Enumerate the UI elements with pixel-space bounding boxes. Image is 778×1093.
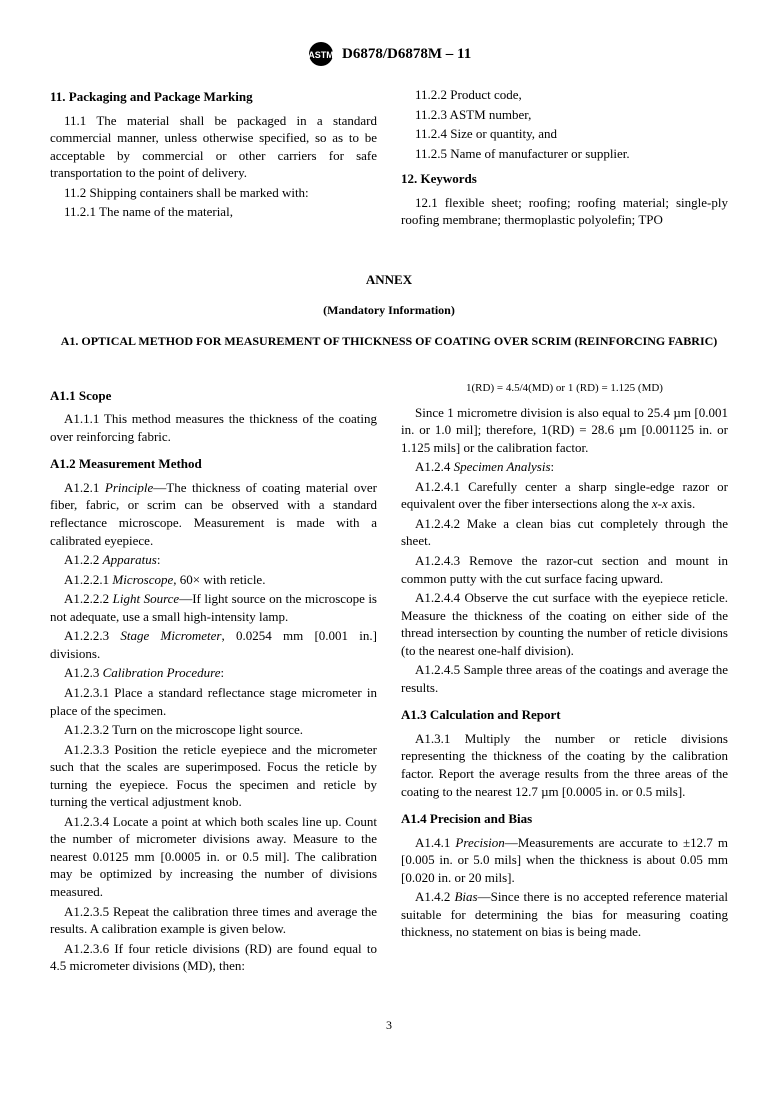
txt: A1.2.2.3 — [64, 628, 120, 643]
p11-2-5: 11.2.5 Name of manufacturer or supplier. — [401, 145, 728, 163]
a1-3-1: A1.3.1 Multiply the number or reticle di… — [401, 730, 728, 800]
a1-2-3: A1.2.3 Calibration Procedure: — [50, 664, 377, 682]
txt: , 60× with reticle. — [173, 572, 265, 587]
a1-2-2: A1.2.2 Apparatus: — [50, 551, 377, 569]
txt: A1.4.1 — [415, 835, 455, 850]
p12-1: 12.1 flexible sheet; roofing; roofing ma… — [401, 194, 728, 229]
annex-a1-title: A1. OPTICAL METHOD FOR MEASUREMENT OF TH… — [50, 333, 728, 349]
txt: A1.2.2 — [64, 552, 103, 567]
a1-3-title: A1.3 Calculation and Report — [401, 706, 728, 724]
page-number: 3 — [50, 1017, 728, 1033]
a1-2-4-3: A1.2.4.3 Remove the razor-cut section an… — [401, 552, 728, 587]
p11-2-3: 11.2.3 ASTM number, — [401, 106, 728, 124]
astm-logo: ASTM — [307, 40, 335, 68]
a1-1-1: A1.1.1 This method measures the thicknes… — [50, 410, 377, 445]
a1-2-3-1: A1.2.3.1 Place a standard reflectance st… — [50, 684, 377, 719]
txt: : — [551, 459, 555, 474]
it: Light Source — [113, 591, 180, 606]
it: Specimen Analysis — [454, 459, 551, 474]
it: Microscope — [112, 572, 173, 587]
a1-2-4-2: A1.2.4.2 Make a clean bias cut completel… — [401, 515, 728, 550]
a1-2-3-5: A1.2.3.5 Repeat the calibration three ti… — [50, 903, 377, 938]
a1-4-2: A1.4.2 Bias—Since there is no accepted r… — [401, 888, 728, 941]
sec12-title: 12. Keywords — [401, 170, 728, 188]
a1-4-1: A1.4.1 Precision—Measurements are accura… — [401, 834, 728, 887]
it: Calibration Procedure — [103, 665, 221, 680]
txt: axis. — [668, 496, 695, 511]
annex-subtitle: (Mandatory Information) — [50, 302, 728, 318]
a1-2-2-2: A1.2.2.2 Light Source—If light source on… — [50, 590, 377, 625]
top-columns: 11. Packaging and Package Marking 11.1 T… — [50, 86, 728, 231]
p11-2-1: 11.2.1 The name of the material, — [50, 203, 377, 221]
annex-left-col: A1.1 Scope A1.1.1 This method measures t… — [50, 377, 377, 977]
txt: A1.2.4 — [415, 459, 454, 474]
it: Bias — [454, 889, 477, 904]
annex-right-col: 1(RD) = 4.5/4(MD) or 1 (RD) = 1.125 (MD)… — [401, 377, 728, 977]
top-right-col: 11.2.2 Product code, 11.2.3 ASTM number,… — [401, 86, 728, 231]
doc-id: D6878/D6878M – 11 — [342, 44, 471, 64]
it: Apparatus — [103, 552, 157, 567]
annex-columns: A1.1 Scope A1.1.1 This method measures t… — [50, 377, 728, 977]
a1-2-3-6: A1.2.3.6 If four reticle divisions (RD) … — [50, 940, 377, 975]
txt: A1.2.3 — [64, 665, 103, 680]
a1-2-4-4: A1.2.4.4 Observe the cut surface with th… — [401, 589, 728, 659]
a1-2-2-1: A1.2.2.1 Microscope, 60× with reticle. — [50, 571, 377, 589]
p11-2: 11.2 Shipping containers shall be marked… — [50, 184, 377, 202]
it: Precision — [455, 835, 504, 850]
p11-2-4: 11.2.4 Size or quantity, and — [401, 125, 728, 143]
a1-2-title: A1.2 Measurement Method — [50, 455, 377, 473]
svg-text:ASTM: ASTM — [308, 50, 334, 60]
a1-4-title: A1.4 Precision and Bias — [401, 810, 728, 828]
txt: A1.2.1 — [64, 480, 105, 495]
txt: : — [157, 552, 161, 567]
it: x-x — [652, 496, 668, 511]
annex-title: ANNEX — [50, 271, 728, 289]
it: Principle — [105, 480, 153, 495]
a1-2-3-2: A1.2.3.2 Turn on the microscope light so… — [50, 721, 377, 739]
top-left-col: 11. Packaging and Package Marking 11.1 T… — [50, 86, 377, 231]
a1-1-title: A1.1 Scope — [50, 387, 377, 405]
a1-2-cal: Since 1 micrometre division is also equa… — [401, 404, 728, 457]
txt: A1.2.2.1 — [64, 572, 112, 587]
a1-2-4-1: A1.2.4.1 Carefully center a sharp single… — [401, 478, 728, 513]
doc-header: ASTM D6878/D6878M – 11 — [50, 40, 728, 68]
p11-2-2: 11.2.2 Product code, — [401, 86, 728, 104]
annex-header: ANNEX (Mandatory Information) A1. OPTICA… — [50, 271, 728, 349]
it: Stage Micrometer — [120, 628, 221, 643]
p11-1: 11.1 The material shall be packaged in a… — [50, 112, 377, 182]
sec11-title: 11. Packaging and Package Marking — [50, 88, 377, 106]
a1-2-4-5: A1.2.4.5 Sample three areas of the coati… — [401, 661, 728, 696]
txt: A1.4.2 — [415, 889, 454, 904]
a1-2-2-3: A1.2.2.3 Stage Micrometer, 0.0254 mm [0.… — [50, 627, 377, 662]
txt: A1.2.2.2 — [64, 591, 113, 606]
equation: 1(RD) = 4.5/4(MD) or 1 (RD) = 1.125 (MD) — [401, 381, 728, 396]
txt: : — [220, 665, 224, 680]
a1-2-1: A1.2.1 Principle—The thickness of coatin… — [50, 479, 377, 549]
a1-2-3-4: A1.2.3.4 Locate a point at which both sc… — [50, 813, 377, 901]
a1-2-3-3: A1.2.3.3 Position the reticle eyepiece a… — [50, 741, 377, 811]
a1-2-4: A1.2.4 Specimen Analysis: — [401, 458, 728, 476]
